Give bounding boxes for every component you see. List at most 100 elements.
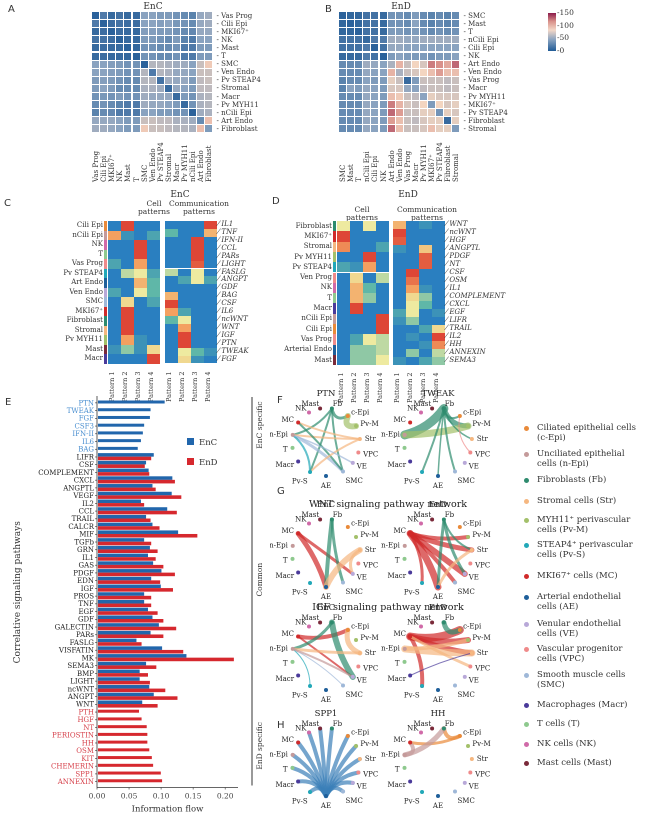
network-node	[324, 688, 328, 692]
heatmap-cell	[132, 93, 140, 101]
heatmap-cell	[148, 68, 156, 76]
pattern-cell	[121, 344, 134, 354]
pattern-cell	[108, 297, 121, 307]
network-node-label: n-Epi	[381, 430, 400, 438]
panel-c-comm-patterns-title: Communication patterns	[169, 199, 229, 216]
heatmap-col-label: Ven Endo	[395, 147, 404, 182]
network-node-label: Macr	[275, 572, 294, 580]
heatmap-cell	[116, 52, 124, 60]
pattern-cell	[376, 262, 389, 273]
pathway-label: ⁄ WNT	[218, 322, 240, 331]
heatmap-cell	[428, 44, 436, 52]
network-edge	[291, 433, 312, 474]
heatmap-row-label: - Art Endo	[463, 60, 500, 69]
pattern-cell	[134, 230, 147, 240]
network-node-label: c-Epi	[463, 623, 482, 631]
heatmap-cell	[108, 12, 116, 20]
heatmap-cell	[420, 20, 428, 28]
network-node-label: T	[283, 556, 288, 564]
heatmap-cell	[371, 93, 379, 101]
heatmap-b-title: EnD	[391, 2, 411, 12]
pathway-label: ⁄ BAG	[218, 291, 238, 300]
network-edge	[408, 531, 457, 585]
heatmap-col-label: Mast	[124, 163, 133, 182]
pattern-cell	[147, 249, 160, 259]
network-node	[436, 794, 440, 798]
x-tick-label: 0.05	[121, 792, 138, 801]
heatmap-cell	[428, 84, 436, 92]
heatmap-cell	[379, 28, 387, 36]
network-node	[430, 517, 435, 522]
pathway-label: ⁄ ncWNT	[446, 228, 476, 236]
x-tick-label: 0.20	[217, 792, 234, 801]
heatmap-cell	[92, 12, 100, 20]
heatmap-cell	[444, 12, 452, 20]
heatmap-cell	[197, 68, 205, 76]
heatmap-cell	[124, 68, 132, 76]
pattern-cell	[350, 313, 363, 324]
pathway-label: ⁄ TRAIL	[446, 324, 472, 333]
heatmap-cell	[132, 12, 140, 20]
network-node	[453, 683, 457, 688]
heatmap-col-label: Macr	[411, 162, 420, 182]
network-node	[307, 730, 311, 735]
network-node-label: MC	[282, 736, 295, 744]
category-label: SPP1	[75, 770, 94, 778]
bar-enc	[98, 545, 150, 550]
network-node	[341, 789, 345, 794]
heatmap-cell	[140, 36, 148, 44]
network-edge	[442, 518, 473, 552]
legend-item-label: Venular endothelial cells (VE)	[537, 619, 622, 639]
heatmap-cell	[379, 52, 387, 60]
pattern-cell	[419, 293, 432, 302]
heatmap-cell	[116, 101, 124, 109]
heatmap-cell	[339, 44, 347, 52]
pattern-cell	[350, 231, 363, 242]
heatmap-cell	[92, 44, 100, 52]
pattern-cell	[165, 268, 178, 277]
network-node-label: Fb	[333, 614, 343, 622]
heatmap-cell	[116, 60, 124, 68]
heatmap-cell	[428, 60, 436, 68]
heatmap-cell	[371, 20, 379, 28]
heatmap-cell	[339, 93, 347, 101]
panel-letter-a: A	[8, 4, 15, 15]
pattern-cell	[191, 331, 204, 340]
network-node-label: c-Epi	[463, 520, 482, 528]
pattern-cell	[363, 354, 376, 366]
pattern-cell	[121, 297, 134, 307]
bar-enc	[98, 569, 162, 573]
panel-c-title: EnC	[170, 190, 190, 200]
bar-enc	[98, 439, 141, 443]
heatmap-cell	[140, 28, 148, 36]
pattern-row-label: Stromal	[303, 242, 332, 251]
heatmap-cell	[339, 117, 347, 125]
pattern-cell	[121, 325, 134, 335]
heatmap-cell	[420, 125, 428, 133]
pattern-cell	[204, 236, 217, 245]
pattern-cell	[393, 253, 406, 262]
category-label: PROS	[73, 593, 94, 601]
heatmap-row-label: - Vas Prog	[463, 76, 500, 85]
heatmap-cell	[420, 109, 428, 117]
pattern-cell	[165, 308, 178, 316]
category-label: COMPLEMENT	[38, 469, 94, 477]
legend-item: Stromal cells (Str)	[524, 496, 642, 506]
network-node	[350, 674, 355, 679]
heatmap-cell	[452, 44, 460, 52]
y-axis-title: Correlative signaling pathways	[13, 521, 23, 664]
pattern-cell	[165, 252, 178, 261]
heatmap-row-label: - Stromal	[463, 124, 497, 133]
category-label: GRN	[77, 546, 94, 554]
heatmap-cell	[181, 76, 189, 84]
heatmap-cell	[132, 68, 140, 76]
network-node	[357, 651, 362, 656]
heatmap-cell	[181, 20, 189, 28]
pattern-cell	[178, 316, 191, 324]
pattern-cell	[376, 241, 389, 252]
heatmap-cell	[403, 68, 411, 76]
heatmap-cell	[428, 28, 436, 36]
heatmap-cell	[428, 36, 436, 44]
heatmap-cell	[205, 60, 213, 68]
bar-enc	[98, 460, 147, 465]
